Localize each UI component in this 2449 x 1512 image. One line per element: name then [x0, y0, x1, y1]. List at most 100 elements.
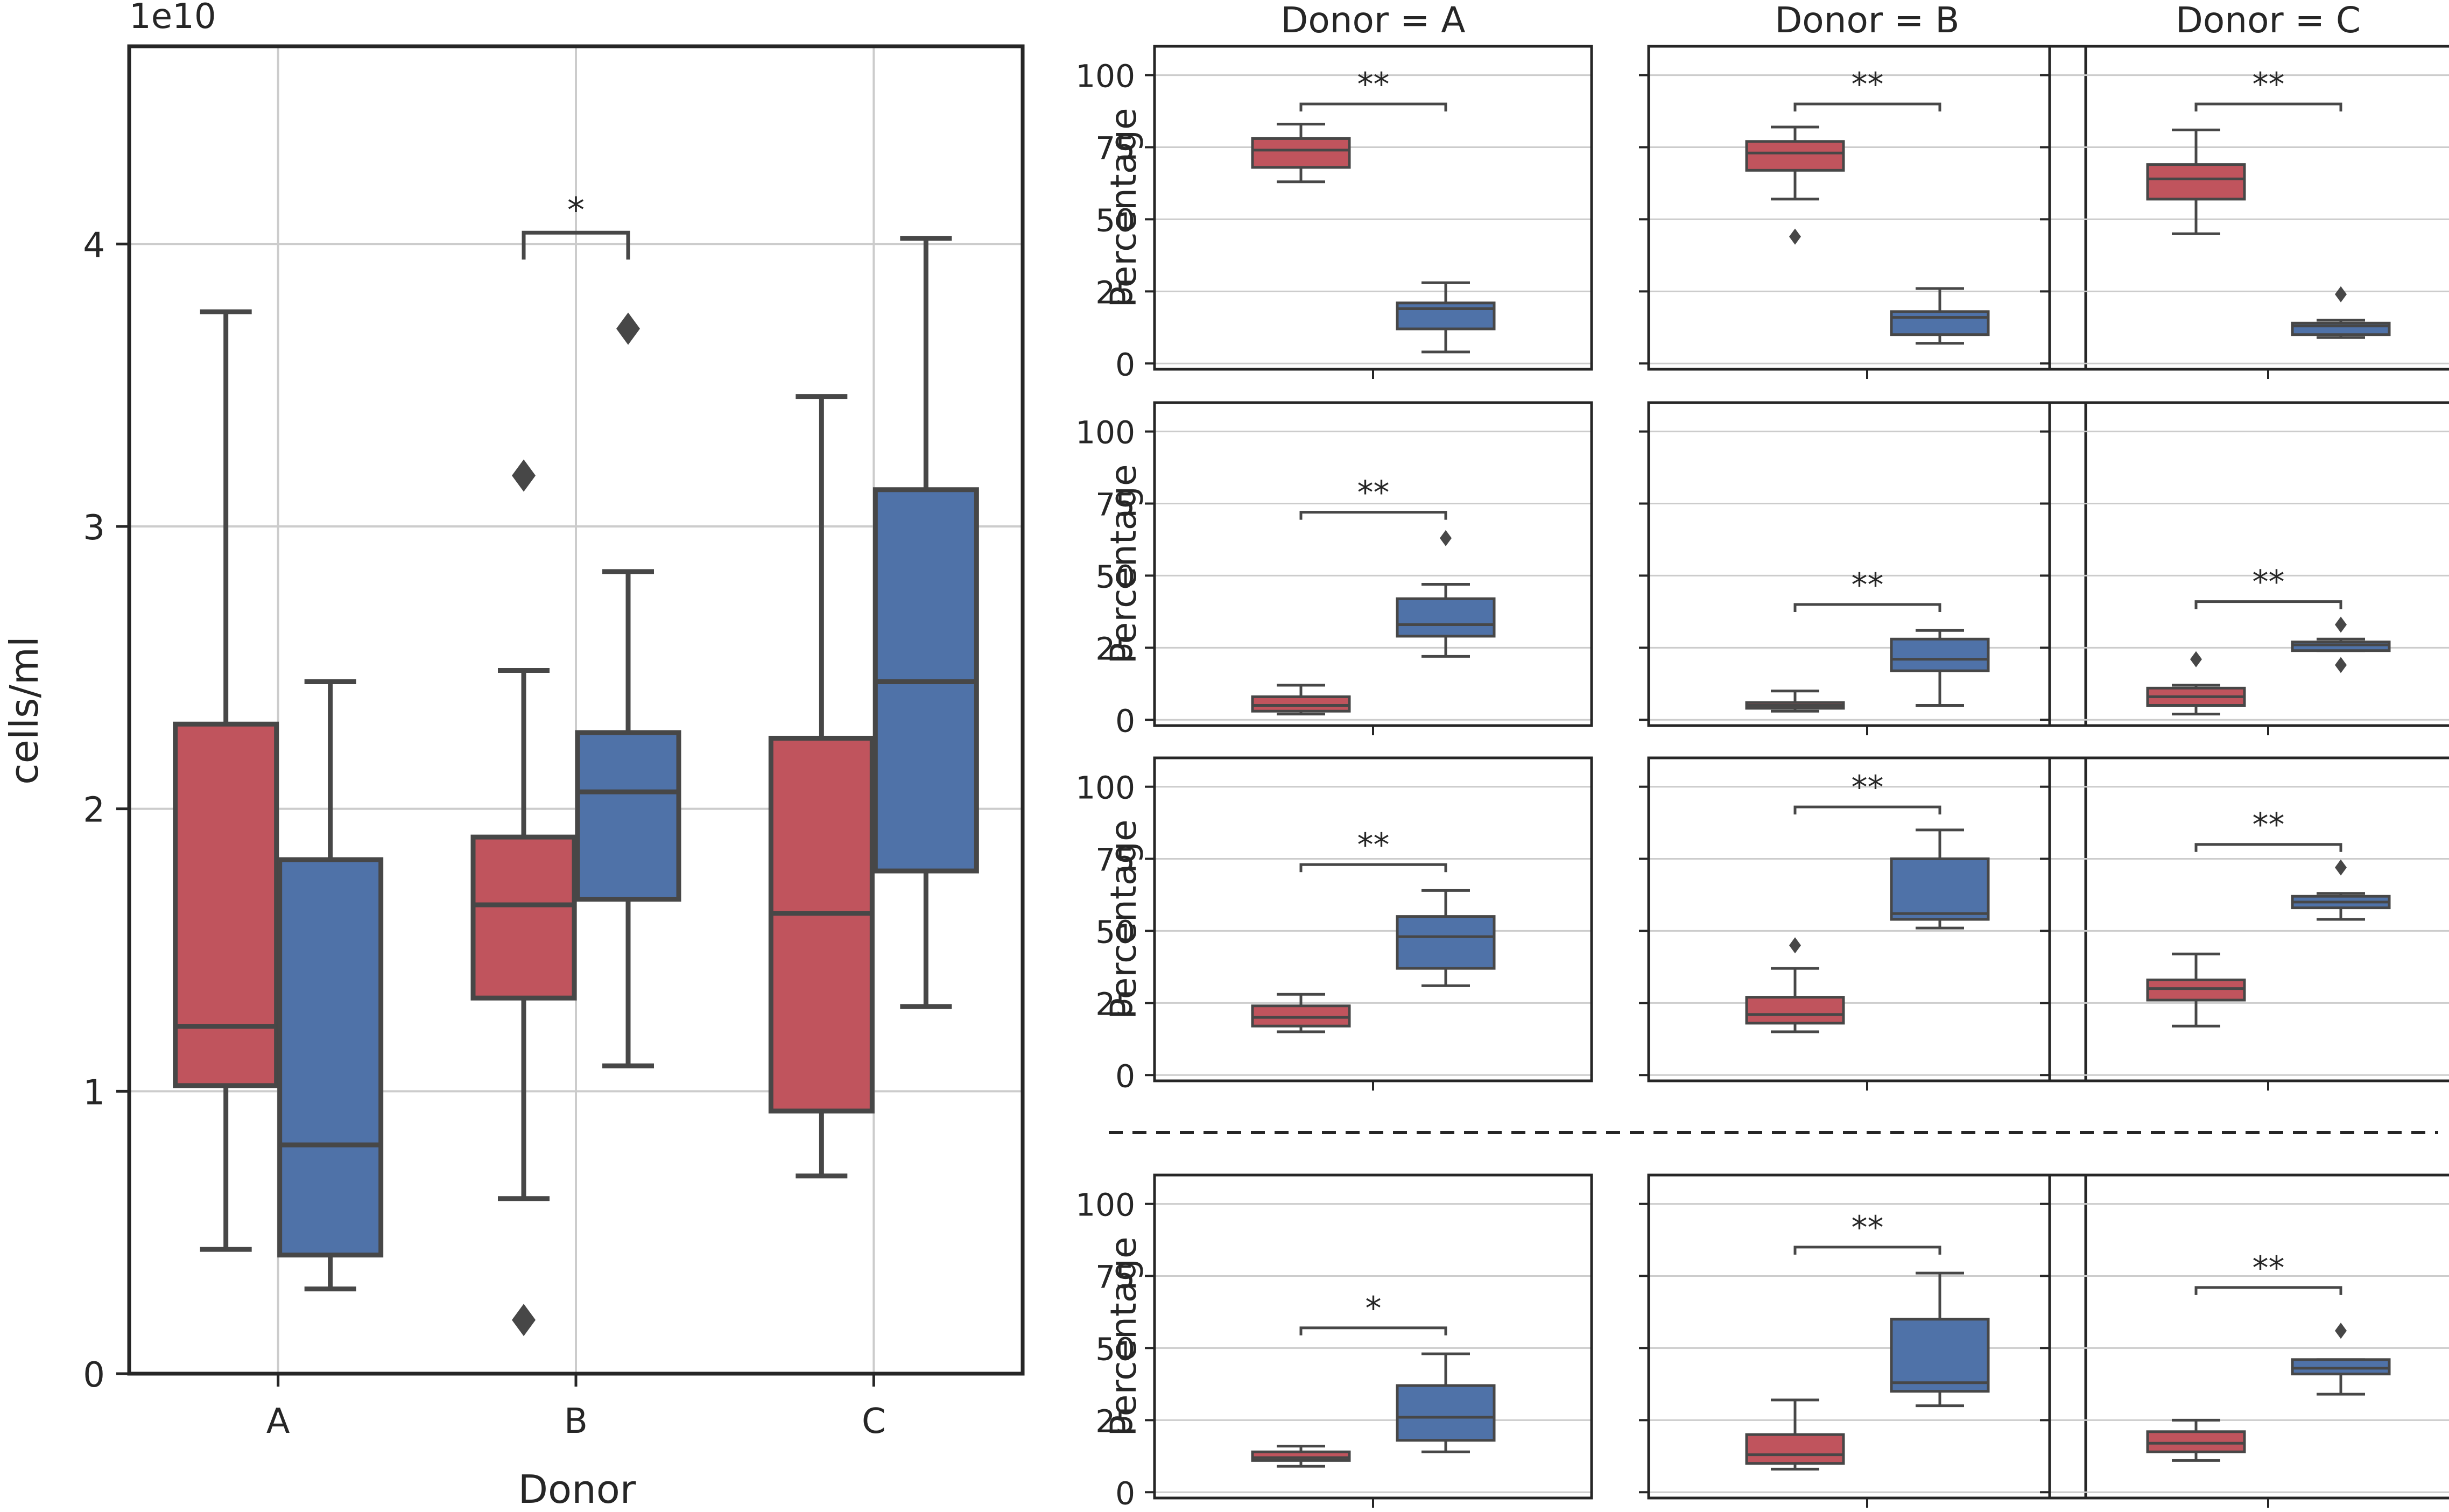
y-axis-label: Percentage	[1103, 464, 1144, 664]
y-tick-label: 50	[1095, 202, 1135, 238]
box-red	[1251, 684, 1351, 716]
significance-label: *	[1366, 1290, 1382, 1327]
outlier-point	[1789, 937, 1801, 954]
plot-frame	[127, 44, 1025, 1376]
box-blue	[1890, 629, 1990, 707]
facet-panel-unknown-A: 0 25 50 75 100 **	[1075, 756, 1593, 1094]
panel-frame	[2048, 401, 2449, 727]
significance-bracket	[1299, 511, 1447, 520]
y-offset-label: 1e10	[129, 0, 216, 37]
significance-bracket	[2194, 843, 2342, 852]
panel-frame	[1647, 756, 2087, 1082]
box-red	[1251, 123, 1351, 184]
outlier-point	[616, 312, 640, 345]
box-red-C	[768, 394, 875, 1179]
facet-panel-alive-B: **	[1639, 45, 2087, 379]
box-iqr	[2146, 979, 2246, 1002]
significance-label: **	[1357, 826, 1390, 864]
box-iqr	[1745, 1433, 1845, 1465]
facet-panel-syto9pi-A: 0 25 50 75 100 *	[1075, 1173, 1593, 1511]
y-tick-label: 0	[1115, 1475, 1135, 1511]
significance-bracket	[522, 230, 630, 260]
significance-bracket	[2194, 102, 2342, 112]
panel-frame	[1647, 45, 2087, 371]
significance-bracket	[1793, 805, 1941, 815]
box-blue	[2291, 616, 2391, 673]
y-tick-label: 0	[1115, 1058, 1135, 1094]
outlier-point	[2335, 286, 2347, 303]
significance-bracket	[1299, 863, 1447, 873]
y-tick-label: 100	[1075, 770, 1135, 806]
facet-panel-alive-C: **	[2040, 45, 2449, 379]
box-iqr	[470, 834, 577, 1001]
box-red	[1251, 1445, 1351, 1468]
y-tick-label: 75	[1095, 842, 1135, 878]
y-tick-label: 25	[1095, 630, 1135, 667]
significance-label: **	[2253, 564, 2285, 601]
box-iqr	[173, 721, 279, 1088]
outlier-point	[512, 459, 536, 492]
panel-frame	[1647, 1173, 2087, 1500]
y-axis-label: cells/ml	[2, 636, 47, 785]
outlier-point	[1440, 530, 1452, 546]
outlier-point	[2335, 616, 2347, 633]
panel-frame	[1153, 401, 1593, 727]
box-red	[1745, 125, 1845, 245]
facet-panel-dead-A: 0 25 50 75 100 **	[1075, 401, 1593, 739]
facet-panel-dead-B: **	[1639, 401, 2087, 735]
outlier-point	[512, 1304, 536, 1337]
facet-panel-unknown-C: **	[2040, 756, 2449, 1091]
y-tick-label: 0	[1115, 702, 1135, 739]
box-blue-C	[872, 236, 979, 1009]
box-red-B	[470, 459, 577, 1337]
y-tick-label: 0	[1115, 346, 1135, 383]
box-blue	[1396, 530, 1496, 658]
significance-label: **	[2253, 66, 2285, 103]
y-tick-label: 3	[83, 508, 105, 548]
x-tick-label: B	[564, 1402, 588, 1441]
box-iqr	[1890, 637, 1990, 672]
box-iqr	[2146, 163, 2246, 201]
y-tick-label: 75	[1095, 1259, 1135, 1296]
box-iqr	[1251, 1450, 1351, 1462]
y-tick-label: 50	[1095, 558, 1135, 595]
box-iqr	[1890, 1318, 1990, 1393]
y-tick-label: 75	[1095, 487, 1135, 523]
y-tick-label: 50	[1095, 913, 1135, 950]
outlier-point	[1789, 228, 1801, 245]
box-red	[2146, 952, 2246, 1028]
facet-panel-dead-C: **	[2040, 401, 2449, 735]
significance-label: **	[2253, 806, 2285, 844]
significance-label: **	[1852, 769, 1884, 806]
significance-label: **	[1357, 66, 1390, 103]
panel-frame	[1647, 401, 2087, 727]
box-red	[2146, 1418, 2246, 1462]
x-axis-label: Donor	[518, 1467, 636, 1512]
left-boxplot: 0 1 2 3 4 A B C *	[83, 44, 1025, 1441]
y-tick-label: 1	[83, 1073, 105, 1113]
y-axis-label: Percentage	[1103, 819, 1144, 1019]
x-tick-label: A	[266, 1402, 290, 1441]
y-tick-label: 100	[1075, 414, 1135, 451]
significance-bracket	[1299, 1326, 1447, 1335]
box-red	[1745, 1398, 1845, 1471]
facet-panel-syto9pi-C: **	[2040, 1173, 2449, 1508]
outlier-point	[2335, 859, 2347, 876]
box-blue	[1396, 889, 1496, 987]
box-iqr	[1396, 915, 1496, 970]
box-iqr	[2291, 641, 2391, 652]
y-tick-label: 75	[1095, 130, 1135, 167]
y-tick-label: 4	[83, 226, 105, 265]
box-iqr	[1745, 140, 1845, 172]
panel-frame	[1153, 756, 1593, 1082]
panel-frame	[2048, 45, 2449, 371]
y-tick-label: 0	[83, 1355, 105, 1395]
panel-frame	[1153, 1173, 1593, 1500]
box-iqr	[1890, 857, 1990, 921]
y-axis-label: Percentage	[1103, 108, 1144, 307]
column-title: Donor = A	[1281, 0, 1466, 41]
outlier-point	[2335, 657, 2347, 673]
box-iqr	[1396, 301, 1496, 330]
outlier-point	[2190, 651, 2202, 667]
